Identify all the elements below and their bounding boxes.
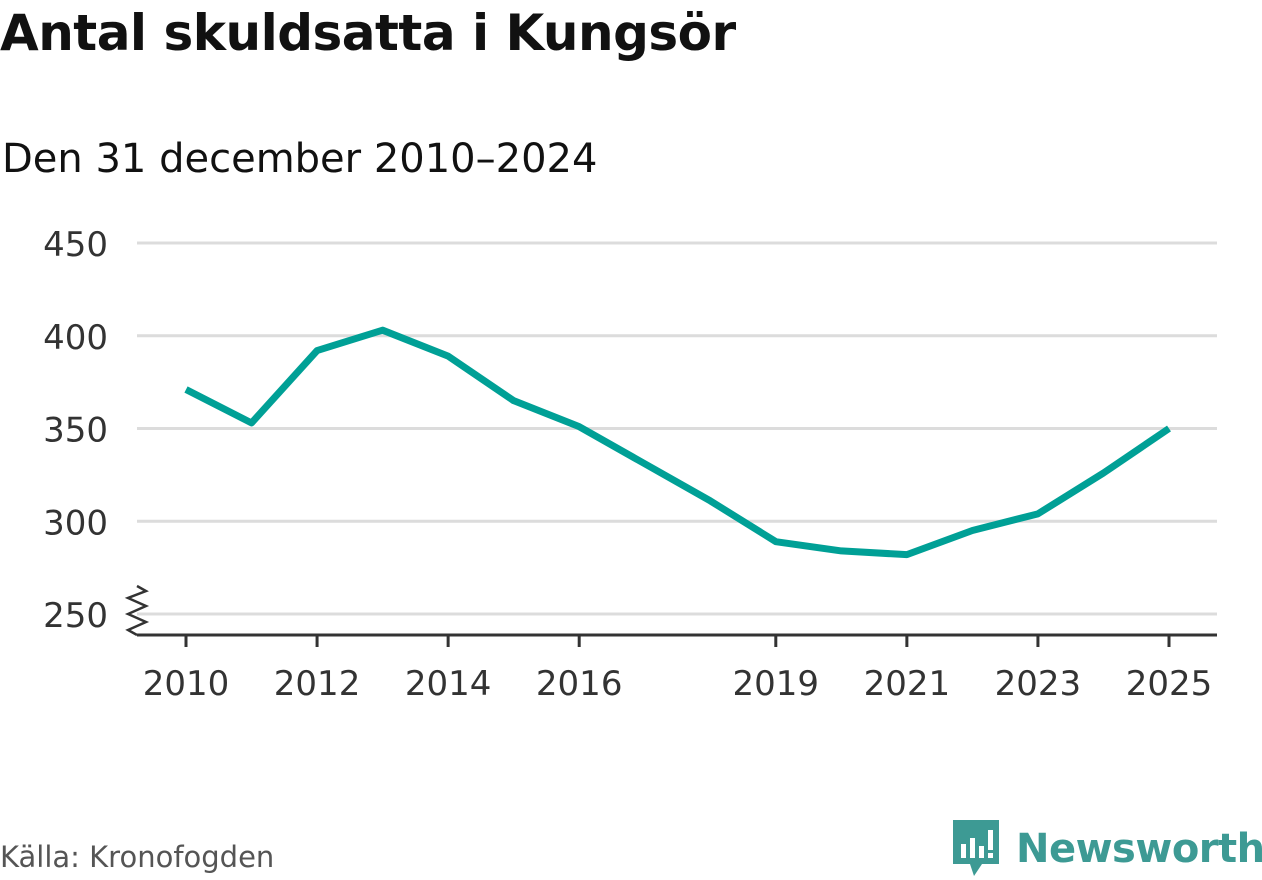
- y-tick-label: 350: [43, 411, 108, 451]
- bar-chart-bubble-icon: [950, 818, 1002, 880]
- y-tick-label: 450: [43, 225, 108, 265]
- brand-logo: Newsworthy: [950, 818, 1262, 880]
- source-note: Källa: Kronofogden: [0, 840, 274, 874]
- x-tick-label: 2019: [733, 664, 820, 704]
- y-axis-break: [128, 586, 146, 635]
- x-tick-label: 2025: [1126, 664, 1213, 704]
- y-tick-label: 300: [43, 503, 108, 543]
- x-tick-label: 2014: [405, 664, 492, 704]
- x-tick-label: 2023: [995, 664, 1082, 704]
- x-tick-label: 2012: [274, 664, 361, 704]
- y-tick-label: 250: [43, 596, 108, 636]
- x-tick-label: 2021: [864, 664, 951, 704]
- y-tick-label: 400: [43, 318, 108, 358]
- x-tick-label: 2010: [143, 664, 230, 704]
- brand-name: Newsworthy: [1016, 826, 1262, 872]
- x-tick-label: 2016: [536, 664, 623, 704]
